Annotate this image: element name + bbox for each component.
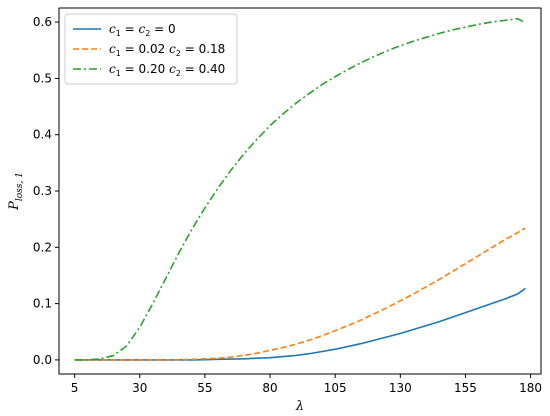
x-tick-label: 105 bbox=[324, 381, 347, 395]
x-tick-label: 130 bbox=[389, 381, 412, 395]
legend-entry-3: c1 = 0.20 c2 = 0.40 bbox=[109, 62, 225, 78]
legend-value: 0.20 bbox=[139, 62, 170, 76]
x-tick-label: 55 bbox=[197, 381, 212, 395]
y-tick-label: 0.4 bbox=[33, 128, 52, 142]
legend-value: 0.18 bbox=[199, 42, 226, 56]
axes: 5 30 55 80 105 130 155 180 0.0 0.1 0.2 0.3 0.4 0.5 0.6… bbox=[7, 7, 542, 414]
y-tick-label: 0.2 bbox=[33, 240, 52, 254]
x-tick-label: 80 bbox=[262, 381, 277, 395]
x-tick-label: 155 bbox=[454, 381, 477, 395]
legend-entry-2: c1 = 0.02 c2 = 0.18 bbox=[109, 42, 225, 58]
legend-value: 0.40 bbox=[199, 62, 226, 76]
x-tick-label: 180 bbox=[519, 381, 542, 395]
x-axis-label: λ bbox=[295, 399, 304, 414]
y-tick-label: 0.6 bbox=[33, 15, 52, 29]
legend-box bbox=[64, 13, 238, 85]
x-tick-label: 5 bbox=[71, 381, 79, 395]
legend: c1 = c2 = 0 c1 = 0.02 c2 = 0.18 c1 = 0.20 … bbox=[64, 13, 238, 85]
x-tick-label: 30 bbox=[132, 381, 147, 395]
series-line-3 bbox=[74, 17, 526, 361]
series-line-2 bbox=[74, 227, 526, 361]
y-axis-label-sub: loss, 1 bbox=[15, 172, 25, 201]
series-lines bbox=[74, 17, 526, 361]
legend-entry-1: c1 = c2 = 0 bbox=[109, 22, 176, 38]
y-axis-label: Ploss, 1 bbox=[7, 172, 25, 211]
legend-value: 0 bbox=[168, 22, 176, 36]
y-tick-label: 0.0 bbox=[33, 353, 52, 367]
y-tick-label: 0.3 bbox=[33, 184, 52, 198]
legend-value: 0.02 bbox=[139, 42, 170, 56]
y-tick-label: 0.1 bbox=[33, 297, 52, 311]
y-tick-label: 0.5 bbox=[33, 71, 52, 85]
y-axis-label-main: P bbox=[7, 201, 22, 211]
